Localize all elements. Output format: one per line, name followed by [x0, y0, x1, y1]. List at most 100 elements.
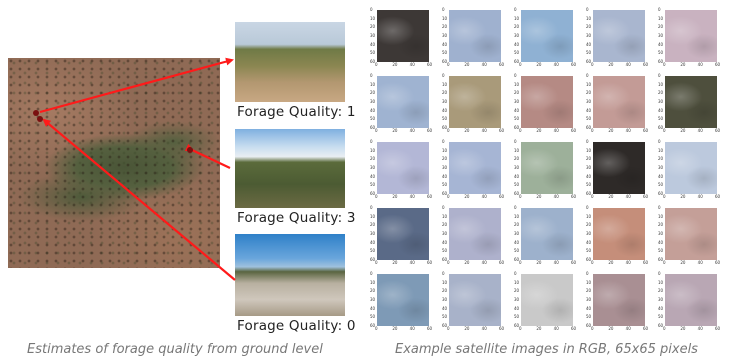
satellite-tile	[449, 10, 501, 62]
tile-x-tick-label: 40	[697, 62, 703, 67]
tile-x-tick-label: 20	[392, 128, 398, 133]
tile-y-tick-label: 20	[658, 222, 664, 228]
tile-y-tick-label: 0	[370, 271, 373, 276]
tile-x-tick-label: 20	[608, 62, 614, 67]
tile-x-tick-label: 60	[715, 62, 721, 67]
tile-y-tick-label: 20	[658, 90, 664, 96]
tile-y-tick-label: 20	[370, 24, 376, 30]
tile-x-tick-label: 0	[447, 62, 450, 67]
satellite-tile	[665, 10, 717, 62]
tile-y-tick-label: 60	[370, 257, 376, 262]
satellite-tile	[521, 10, 573, 62]
tile-x-tick-label: 60	[715, 326, 721, 331]
tile-x-tick-label: 20	[536, 260, 542, 265]
tile-x-tick-label: 60	[499, 128, 505, 133]
satellite-tile	[665, 274, 717, 326]
tile-y-tick-label: 50	[370, 116, 376, 122]
tile-y-tick-label: 10	[658, 213, 664, 219]
tile-y-tick-label: 0	[586, 205, 589, 210]
tile-y-tick-label: 0	[658, 205, 661, 210]
tile-y-tick-label: 0	[658, 271, 661, 276]
tile-y-tick-label: 10	[370, 15, 376, 21]
tile-y-tick-label: 50	[442, 116, 448, 122]
tile-x-tick-label: 60	[571, 260, 577, 265]
tile-y-tick-label: 10	[586, 213, 592, 219]
tile-x-tick-label: 0	[591, 194, 594, 199]
satellite-tile	[377, 208, 429, 260]
tile-y-tick-label: 60	[370, 125, 376, 130]
tile-y-tick-label: 10	[442, 147, 448, 153]
tile-x-tick-label: 40	[625, 62, 631, 67]
tile-x-tick-label: 0	[591, 260, 594, 265]
tile-y-tick-label: 30	[658, 165, 664, 170]
tile-x-tick-label: 40	[409, 260, 415, 265]
tile-x-tick-label: 20	[464, 62, 470, 67]
tile-y-tick-label: 20	[442, 90, 448, 96]
tile-y-tick-label: 10	[370, 213, 376, 219]
tile-x-tick-label: 40	[481, 326, 487, 331]
tile-x-tick-label: 20	[536, 194, 542, 199]
tile-y-tick-label: 0	[370, 205, 373, 210]
tile-y-tick-label: 50	[514, 116, 520, 122]
tile-x-tick-label: 40	[409, 62, 415, 67]
tile-x-tick-label: 20	[608, 326, 614, 331]
tile-y-tick-label: 40	[442, 239, 448, 245]
tile-y-tick-label: 10	[658, 81, 664, 87]
satellite-tile	[665, 208, 717, 260]
tile-y-tick-label: 40	[514, 305, 520, 311]
tile-x-tick-label: 60	[427, 194, 433, 199]
tile-y-tick-label: 10	[514, 15, 520, 21]
tile-x-tick-label: 60	[643, 62, 649, 67]
tile-x-tick-label: 40	[481, 62, 487, 67]
tile-y-tick-label: 0	[514, 73, 517, 78]
tile-x-tick-label: 20	[392, 62, 398, 67]
tile-y-tick-label: 0	[442, 7, 445, 12]
tile-y-tick-label: 30	[370, 297, 376, 302]
tile-y-tick-label: 40	[586, 41, 592, 47]
tile-x-tick-label: 40	[481, 194, 487, 199]
tile-y-tick-label: 20	[514, 288, 520, 294]
tile-y-tick-label: 60	[442, 125, 448, 130]
tile-x-tick-label: 60	[499, 62, 505, 67]
tile-y-tick-label: 50	[442, 50, 448, 56]
tile-x-tick-label: 20	[392, 326, 398, 331]
tile-y-tick-label: 50	[586, 314, 592, 320]
tile-y-tick-label: 10	[658, 15, 664, 21]
tile-y-tick-label: 30	[442, 231, 448, 236]
satellite-tile	[593, 76, 645, 128]
tile-y-tick-label: 50	[658, 248, 664, 254]
tile-y-tick-label: 50	[370, 182, 376, 188]
tile-y-tick-label: 50	[514, 182, 520, 188]
tile-y-tick-label: 30	[442, 33, 448, 38]
tile-y-tick-label: 60	[586, 323, 592, 328]
tile-y-tick-label: 10	[586, 147, 592, 153]
tile-y-tick-label: 20	[442, 156, 448, 162]
tile-y-tick-label: 40	[658, 173, 664, 179]
tile-y-tick-label: 50	[586, 50, 592, 56]
tile-y-tick-label: 10	[442, 81, 448, 87]
satellite-tile	[521, 142, 573, 194]
tile-y-tick-label: 60	[514, 323, 520, 328]
tile-y-tick-label: 10	[442, 15, 448, 21]
tile-y-tick-label: 40	[658, 239, 664, 245]
tile-y-tick-label: 0	[514, 7, 517, 12]
tile-x-tick-label: 0	[591, 62, 594, 67]
satellite-tile	[377, 10, 429, 62]
tile-y-tick-label: 30	[442, 297, 448, 302]
tile-x-tick-label: 40	[553, 62, 559, 67]
tile-y-tick-label: 50	[658, 314, 664, 320]
tile-x-tick-label: 20	[392, 260, 398, 265]
tile-y-tick-label: 0	[370, 7, 373, 12]
tile-x-tick-label: 60	[427, 260, 433, 265]
satellite-tile	[521, 208, 573, 260]
tile-y-tick-label: 50	[370, 314, 376, 320]
aerial-image	[8, 58, 220, 268]
tile-y-tick-label: 40	[370, 239, 376, 245]
tile-x-tick-label: 20	[536, 128, 542, 133]
tile-x-tick-label: 20	[464, 260, 470, 265]
tile-x-tick-label: 0	[663, 260, 666, 265]
tile-y-tick-label: 20	[514, 24, 520, 30]
tile-y-tick-label: 0	[370, 139, 373, 144]
tile-y-tick-label: 20	[370, 288, 376, 294]
tile-y-tick-label: 0	[514, 271, 517, 276]
